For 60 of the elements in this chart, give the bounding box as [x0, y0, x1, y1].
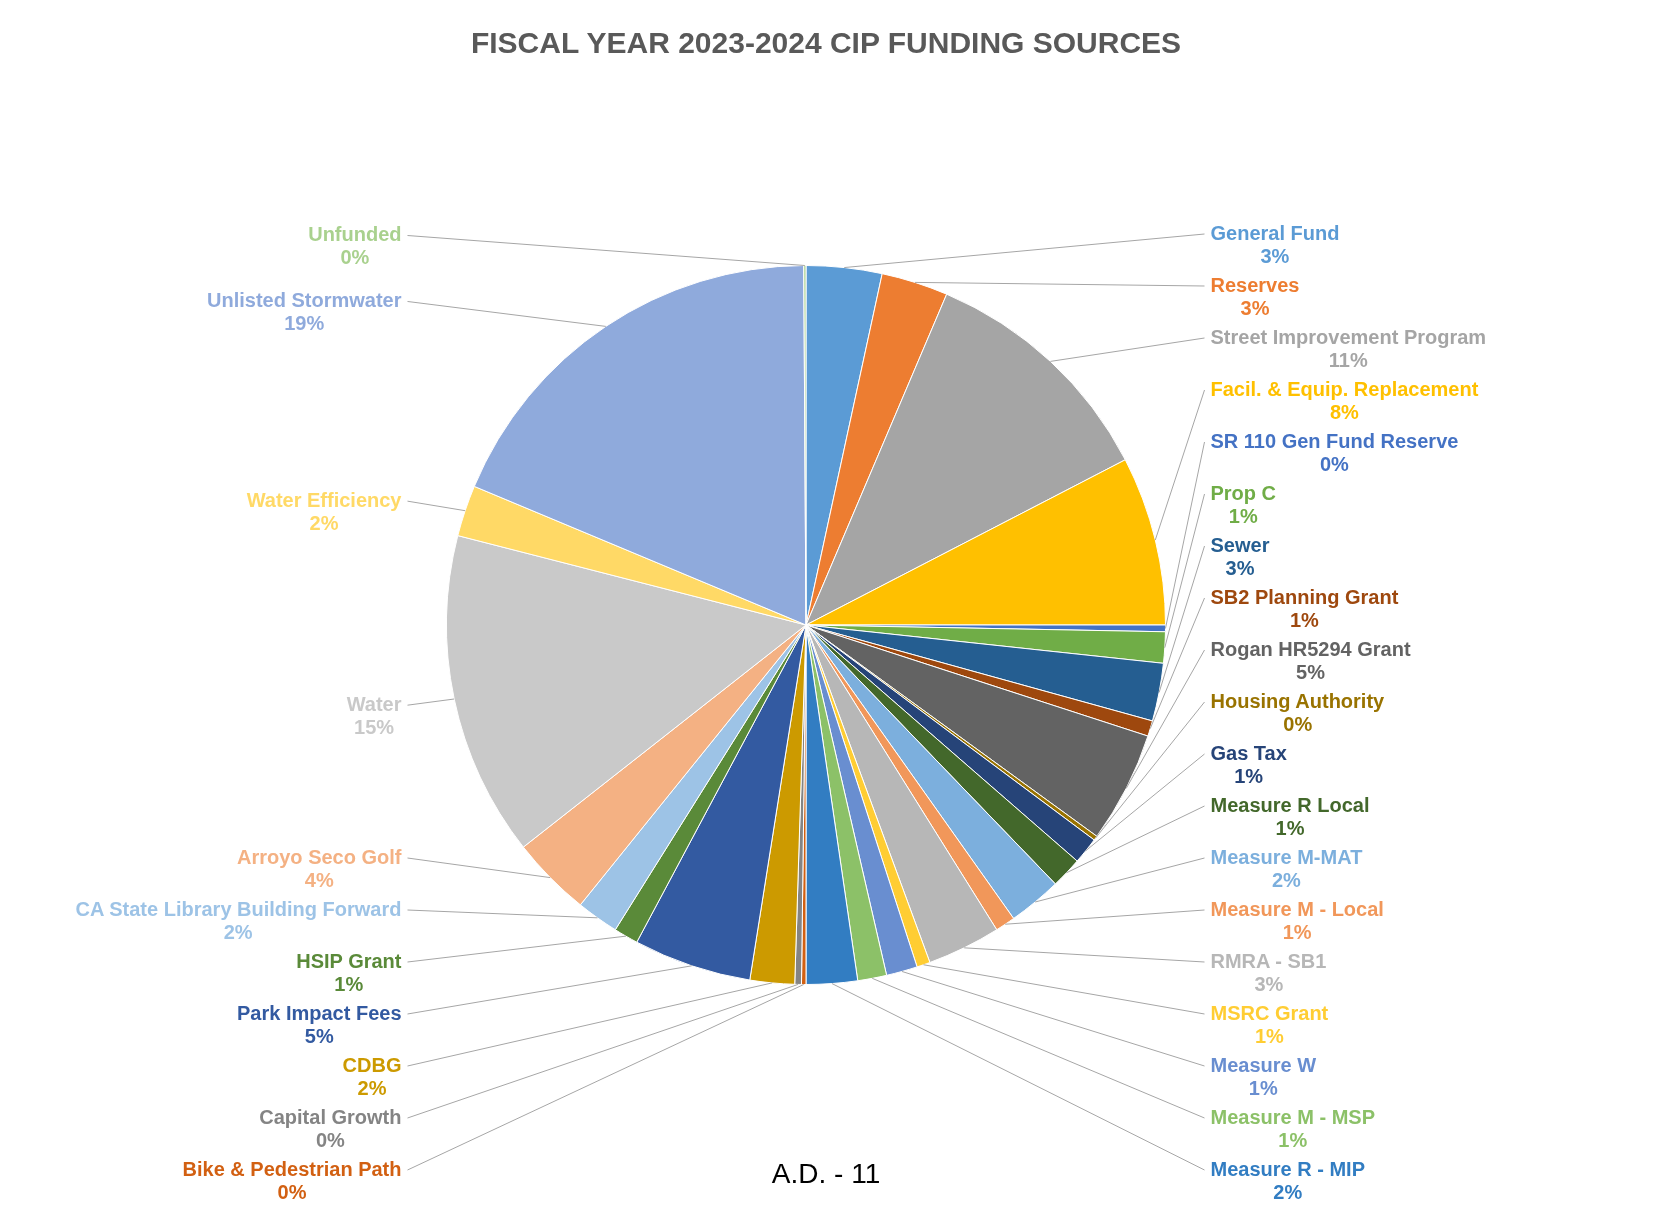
- data-label: 3%: [1254, 972, 1284, 995]
- slice-label: Facil. & Equip. Replacement: [1210, 377, 1479, 400]
- slice-label: SB2 Planning Grant: [1210, 585, 1399, 608]
- data-label: 5%: [1296, 660, 1326, 683]
- slice-label: Park Impact Fees: [236, 1001, 402, 1024]
- text: A.D. - 11: [771, 1157, 881, 1189]
- slice-label: HSIP Grant: [296, 949, 402, 972]
- data-label: 0%: [340, 246, 370, 269]
- slice-label: Gas Tax: [1210, 741, 1287, 764]
- data-label: 5%: [304, 1024, 334, 1047]
- slice-label: Capital Growth: [259, 1105, 402, 1128]
- data-label: 8%: [1329, 400, 1360, 423]
- slice-label: Measure M-MAT: [1210, 845, 1363, 868]
- data-label: 2%: [357, 1076, 387, 1099]
- slice-label: Unlisted Stormwater: [207, 289, 402, 311]
- slice-label: MSRC Grant: [1210, 1001, 1329, 1024]
- slice-label: Measure M - MSP: [1210, 1105, 1375, 1128]
- slice-label: Unfunded: [308, 223, 402, 246]
- slice-label: Measure R - MIP: [1210, 1157, 1365, 1180]
- slice-label: Measure M - Local: [1210, 897, 1384, 920]
- data-label: 1%: [1282, 920, 1312, 943]
- slice-label: Rogan HR5294 Grant: [1210, 637, 1411, 660]
- data-label: 2%: [1271, 868, 1302, 891]
- data-label: 0%: [277, 1180, 307, 1203]
- data-label: 2%: [309, 511, 339, 534]
- slice-label: Reserves: [1210, 273, 1300, 296]
- data-label: 3%: [1260, 244, 1290, 267]
- data-label: 2%: [1273, 1180, 1303, 1203]
- data-label: 1%: [1228, 504, 1258, 527]
- slice-label: Prop C: [1210, 481, 1277, 504]
- data-label: 1%: [1278, 1128, 1308, 1151]
- data-label: 1%: [1289, 608, 1320, 631]
- slice-label: Sewer: [1210, 533, 1270, 556]
- data-label: 4%: [304, 868, 334, 891]
- slice-label: Street Improvement Program: [1210, 325, 1487, 348]
- slice-label: RMRA - SB1: [1210, 949, 1327, 972]
- slice-label: Arroyo Seco Golf: [237, 845, 402, 868]
- data-label: 0%: [1283, 712, 1313, 735]
- data-label: 2%: [223, 920, 253, 943]
- chart-title: FISCAL YEAR 2023-2024 CIP FUNDING SOURCES: [470, 26, 1182, 60]
- data-label: 0%: [315, 1128, 346, 1151]
- slice-label: General Fund: [1210, 221, 1340, 244]
- slice-label: CDBG: [342, 1053, 402, 1076]
- data-label: 3%: [1225, 556, 1255, 579]
- data-label: 0%: [1319, 452, 1350, 475]
- data-label: 1%: [1234, 764, 1264, 787]
- data-label: 1%: [334, 972, 364, 995]
- slice-label: Housing Authority: [1210, 689, 1386, 712]
- data-label: 11%: [1328, 348, 1368, 371]
- slice-label: Measure R Local: [1210, 793, 1370, 816]
- slice-label: Water Efficiency: [246, 488, 403, 511]
- slice-label: Bike & Pedestrian Path: [182, 1157, 402, 1180]
- data-label: 1%: [1248, 1076, 1278, 1099]
- data-label: 1%: [1254, 1024, 1285, 1047]
- slice-label: SR 110 Gen Fund Reserve: [1210, 429, 1459, 452]
- data-label: 19%: [284, 312, 325, 334]
- slice-label: Measure W: [1210, 1053, 1317, 1076]
- data-label: 3%: [1240, 296, 1270, 319]
- data-label: 1%: [1275, 816, 1305, 839]
- slice-label: CA State Library Building Forward: [75, 897, 402, 920]
